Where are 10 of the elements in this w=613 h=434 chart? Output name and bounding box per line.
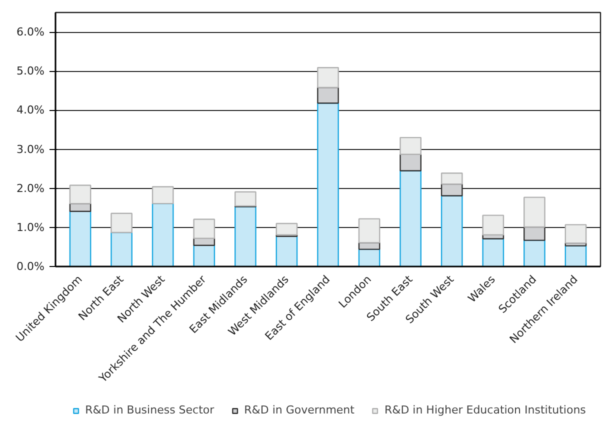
y-tick-label: 0.0% [16, 260, 45, 273]
y-tick-label: 3.0% [16, 142, 45, 156]
y-tick-label: 5.0% [16, 64, 45, 78]
legend-label: R&D in Government [244, 404, 354, 416]
y-tick-label: 4.0% [16, 104, 45, 117]
y-tick-label: 1.0% [16, 220, 45, 234]
y-tick-label: 6.0% [16, 26, 45, 39]
y-tick-label: 2.0% [16, 182, 45, 195]
legend-label: R&D in Higher Education Institutions [384, 404, 586, 416]
legend-label: R&D in Business Sector [85, 404, 214, 416]
